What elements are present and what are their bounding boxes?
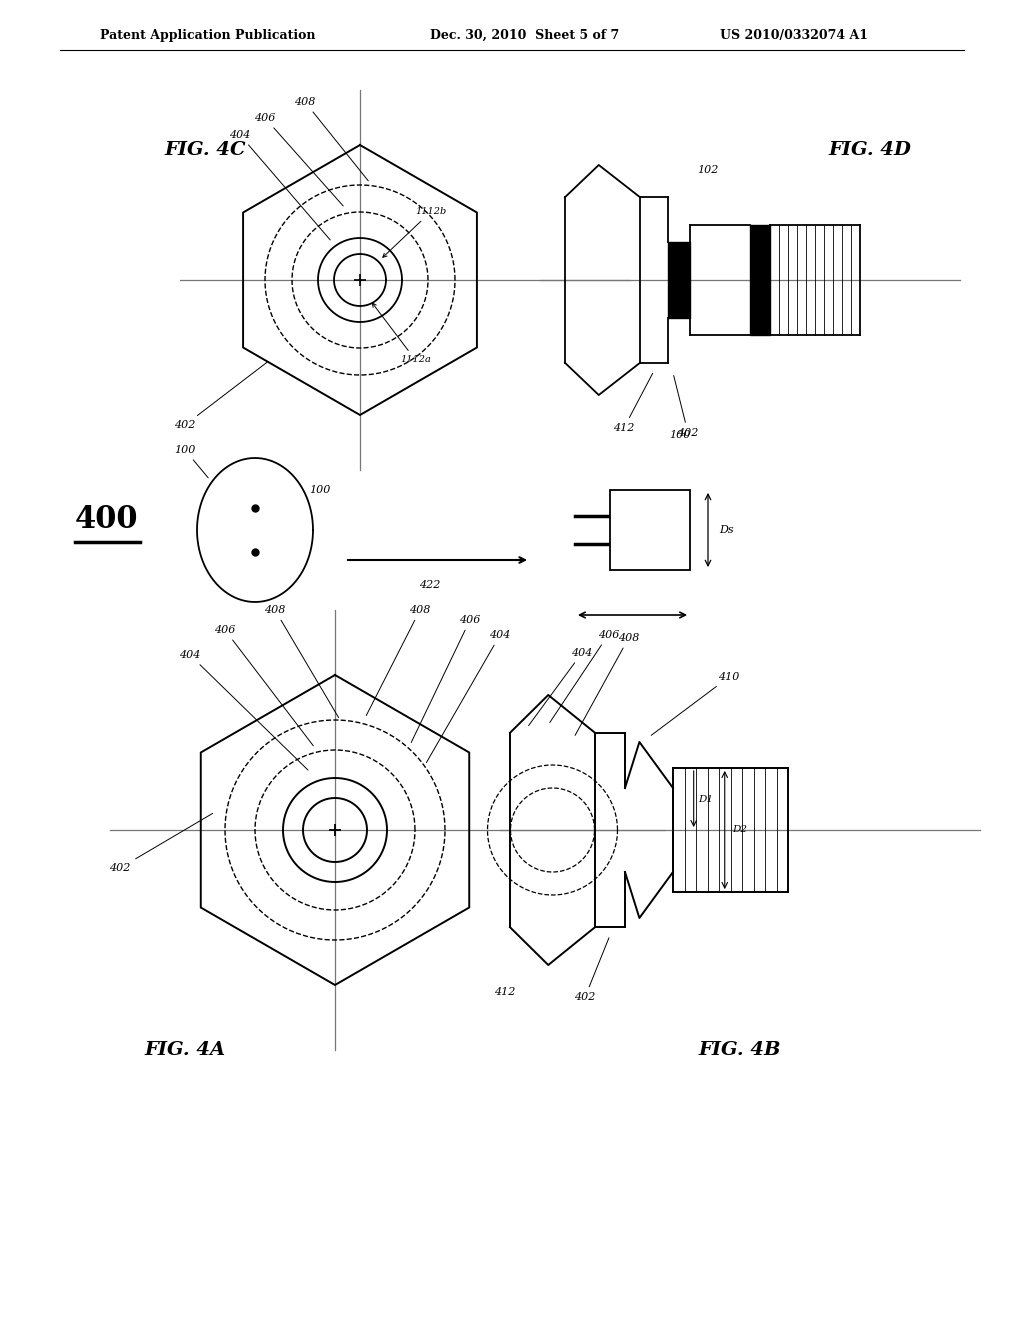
Text: 408: 408 bbox=[264, 605, 339, 718]
Text: 1112b: 1112b bbox=[383, 207, 446, 257]
Text: 402: 402 bbox=[174, 362, 268, 430]
Text: 404: 404 bbox=[179, 649, 308, 770]
Text: 102: 102 bbox=[697, 165, 719, 176]
Text: D1: D1 bbox=[698, 796, 713, 804]
Bar bbox=[610, 490, 690, 570]
Text: 422: 422 bbox=[419, 579, 440, 590]
Text: 402: 402 bbox=[574, 937, 609, 1002]
Text: 412: 412 bbox=[613, 374, 652, 433]
Text: 402: 402 bbox=[674, 375, 698, 438]
Text: Ds: Ds bbox=[719, 525, 733, 535]
Text: 406: 406 bbox=[412, 615, 480, 742]
Text: 408: 408 bbox=[294, 96, 369, 181]
Text: FIG. 4D: FIG. 4D bbox=[828, 141, 911, 158]
Text: 406: 406 bbox=[550, 630, 618, 722]
Text: 100: 100 bbox=[670, 430, 690, 440]
Text: 410: 410 bbox=[651, 672, 739, 735]
Text: 408: 408 bbox=[575, 632, 639, 735]
Text: D2: D2 bbox=[732, 825, 748, 834]
Text: 406: 406 bbox=[214, 624, 313, 746]
Text: 400: 400 bbox=[75, 504, 138, 536]
Text: FIG. 4C: FIG. 4C bbox=[164, 141, 246, 158]
Text: Dec. 30, 2010  Sheet 5 of 7: Dec. 30, 2010 Sheet 5 of 7 bbox=[430, 29, 620, 41]
Text: 404: 404 bbox=[528, 648, 593, 726]
Text: 404: 404 bbox=[426, 630, 511, 763]
Text: 100: 100 bbox=[174, 445, 208, 478]
Text: FIG. 4B: FIG. 4B bbox=[698, 1041, 781, 1059]
Text: 404: 404 bbox=[229, 129, 330, 240]
Text: Patent Application Publication: Patent Application Publication bbox=[100, 29, 315, 41]
Text: 412: 412 bbox=[495, 987, 516, 997]
Text: 1112a: 1112a bbox=[373, 304, 431, 364]
Text: US 2010/0332074 A1: US 2010/0332074 A1 bbox=[720, 29, 868, 41]
Text: FIG. 4A: FIG. 4A bbox=[144, 1041, 225, 1059]
Text: 100: 100 bbox=[309, 484, 331, 495]
Text: 406: 406 bbox=[254, 114, 343, 206]
Text: 402: 402 bbox=[110, 813, 213, 873]
Text: 408: 408 bbox=[367, 605, 431, 715]
